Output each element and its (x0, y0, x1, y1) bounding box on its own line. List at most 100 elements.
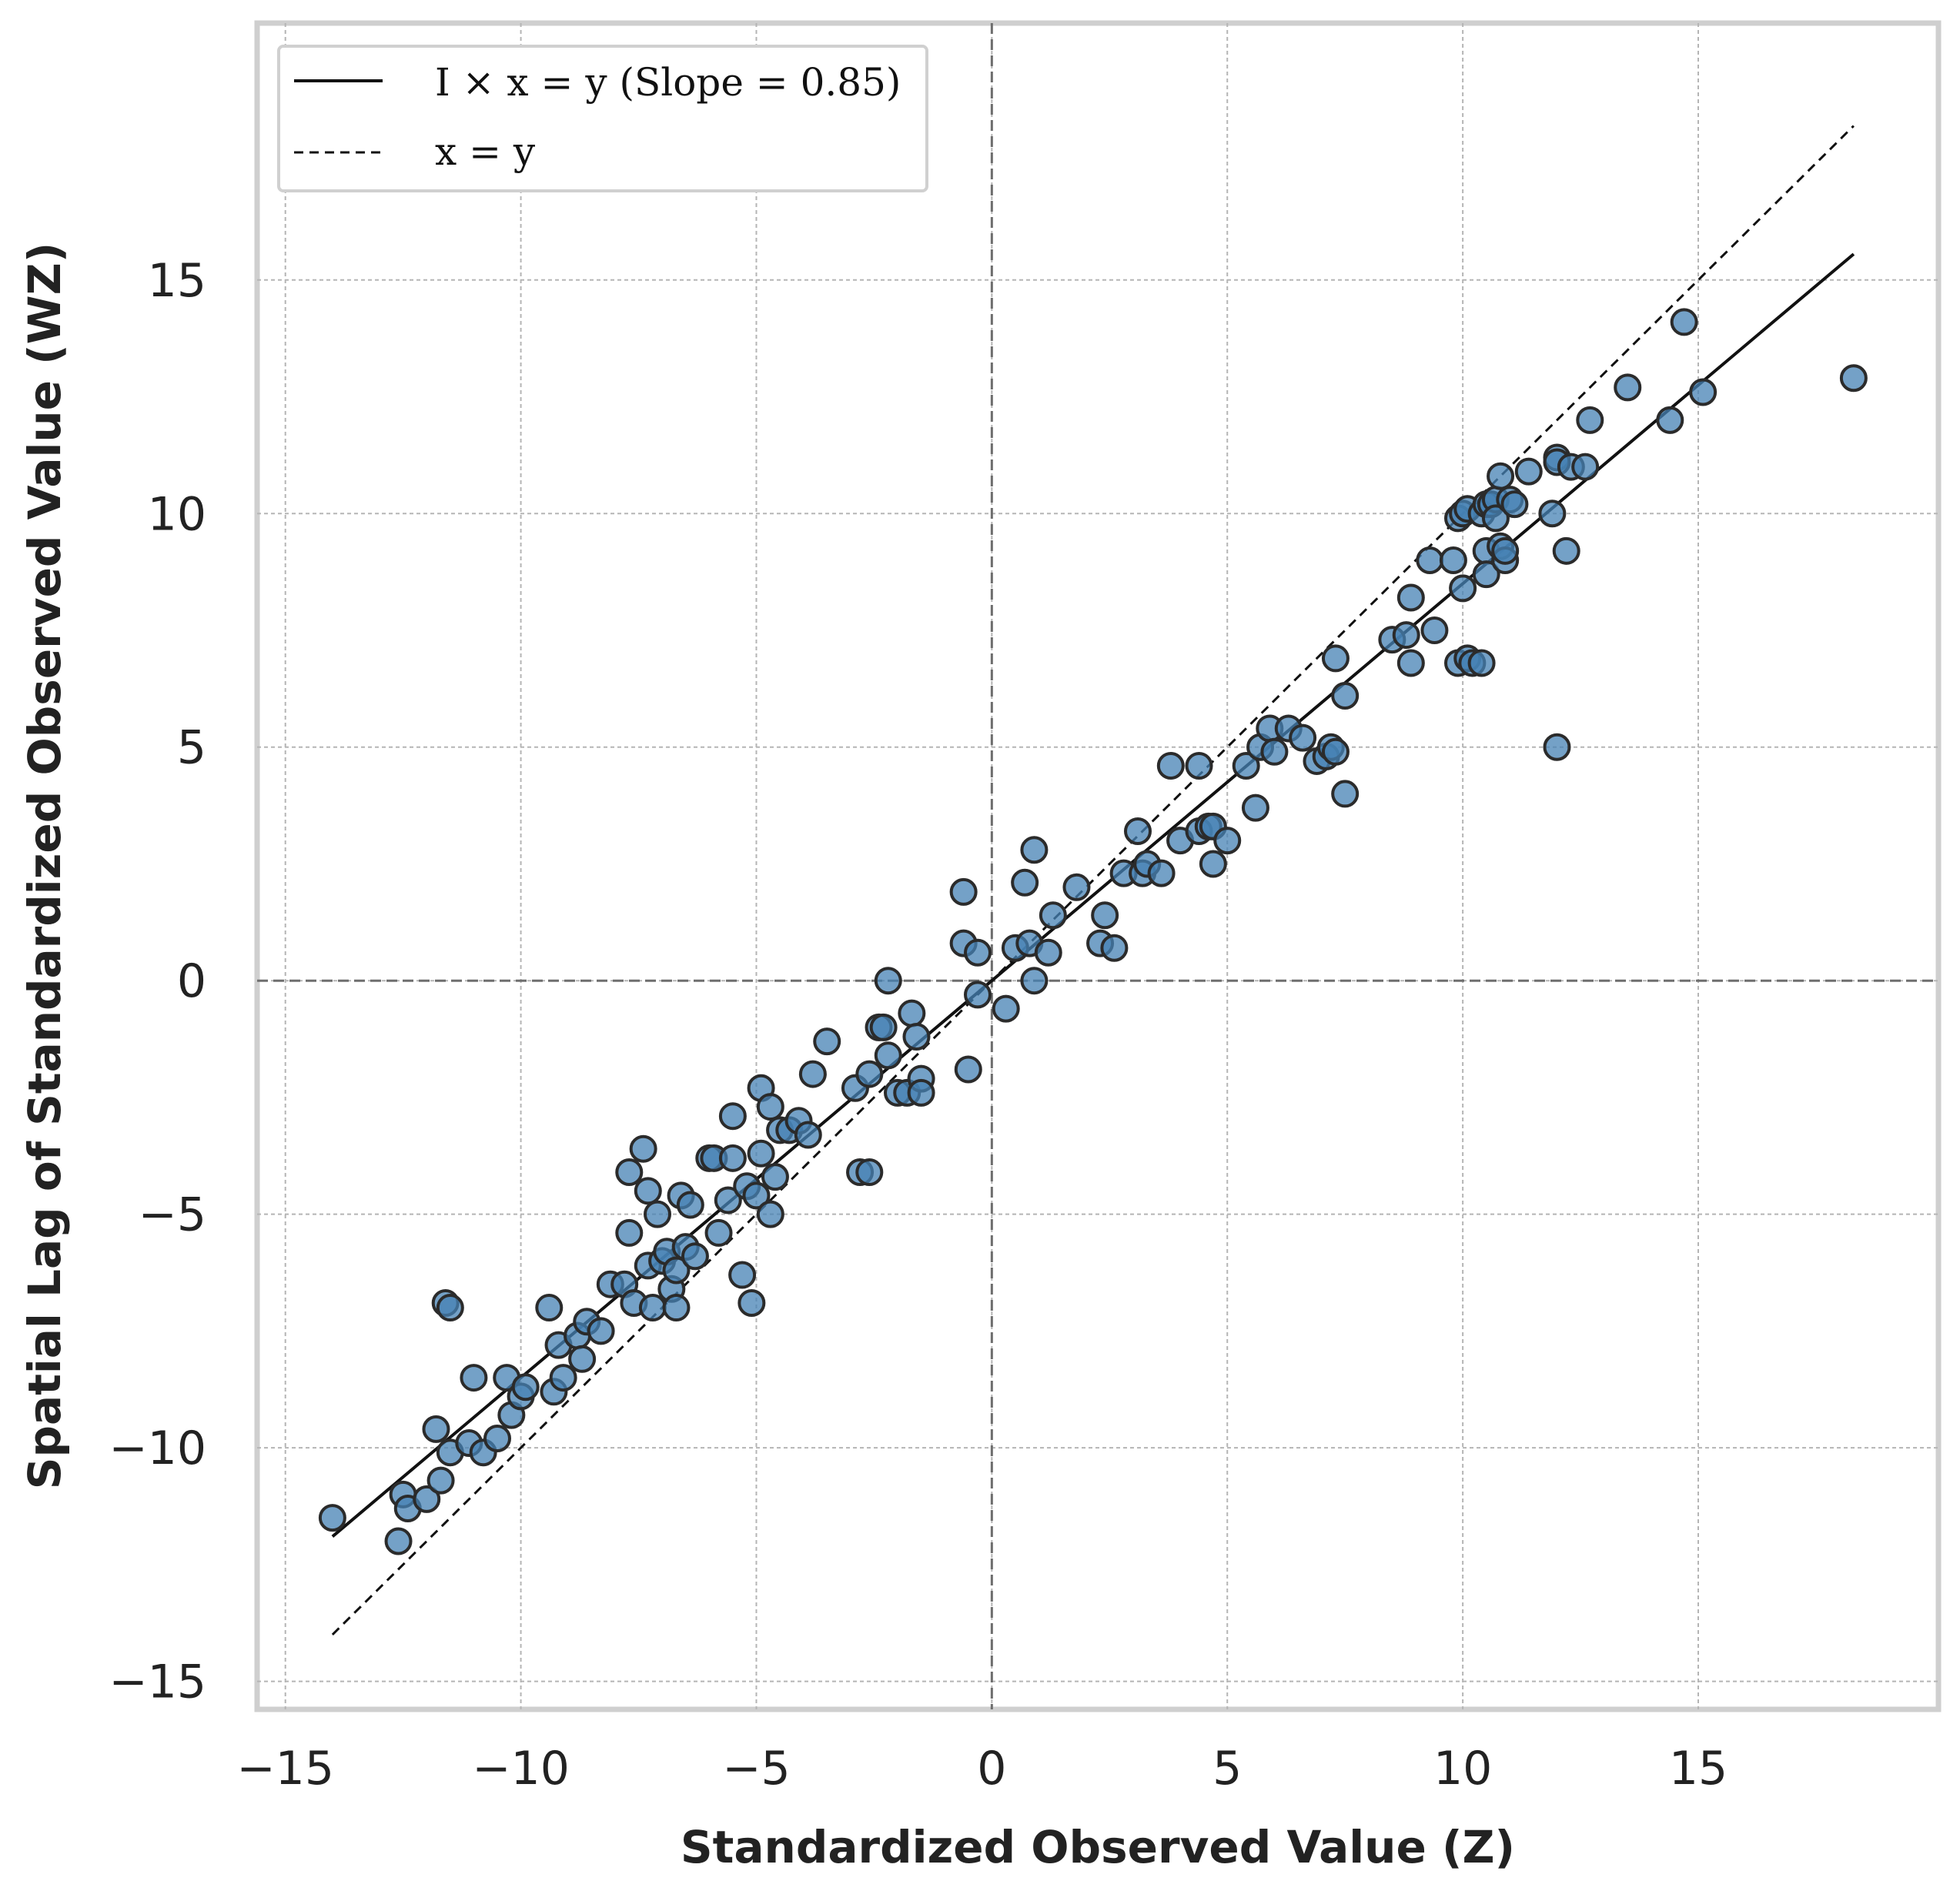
legend-box (277, 45, 928, 192)
data-point (1514, 457, 1543, 486)
data-point (587, 1317, 615, 1345)
data-point (1467, 649, 1496, 677)
data-point (1439, 546, 1467, 574)
data-point (1491, 536, 1520, 565)
data-point (1614, 373, 1642, 402)
y-tick-label: 15 (148, 254, 206, 308)
data-point (1062, 873, 1091, 901)
y-tick-label: −10 (109, 1422, 206, 1475)
data-point (742, 1181, 771, 1210)
data-point (1416, 546, 1444, 574)
data-point (1500, 490, 1529, 519)
data-point (638, 1294, 667, 1322)
data-point (413, 1485, 441, 1513)
y-tick-label: −15 (109, 1655, 206, 1709)
identity-line (331, 125, 1855, 1635)
data-point (1321, 737, 1350, 766)
data-point (1331, 780, 1360, 808)
x-tick-labels: −15 −10 −5 0 5 10 15 (236, 1742, 1728, 1796)
x-axis-title: Standardized Observed Value (Z) (681, 1821, 1515, 1873)
data-point (1232, 752, 1260, 780)
data-point (426, 1466, 455, 1495)
data-point (1576, 406, 1604, 434)
data-point (907, 1078, 935, 1107)
data-point (1552, 536, 1580, 565)
data-point (874, 967, 902, 995)
data-point (898, 999, 926, 1027)
data-point (1543, 733, 1571, 761)
data-point (747, 1139, 775, 1168)
data-point (1839, 364, 1868, 393)
x-tick-label: −15 (236, 1742, 334, 1796)
y-axis-title: Spatial Lag of Standardized Observed Val… (18, 242, 71, 1489)
data-point (422, 1415, 450, 1443)
y-tick-label: 0 (177, 954, 206, 1008)
data-point (1199, 850, 1227, 878)
data-point (634, 1177, 662, 1205)
data-point (718, 1102, 747, 1131)
data-point (681, 1242, 709, 1271)
y-tick-label: 10 (148, 487, 206, 541)
x-tick-label: 0 (977, 1742, 1006, 1796)
data-point (756, 1093, 784, 1121)
data-point (761, 1163, 789, 1191)
x-tick-label: −10 (472, 1742, 570, 1796)
data-point (549, 1364, 577, 1392)
data-point (662, 1294, 691, 1322)
x-tick-label: 10 (1433, 1742, 1492, 1796)
data-point (714, 1186, 742, 1214)
data-point (1449, 574, 1477, 603)
data-point (1020, 967, 1049, 995)
data-point (676, 1191, 704, 1219)
data-point (1020, 836, 1049, 864)
data-point (756, 1200, 784, 1228)
data-point (874, 1041, 902, 1070)
data-point (1538, 499, 1567, 528)
data-point (855, 1158, 884, 1187)
data-point (1481, 504, 1510, 533)
data-point (483, 1424, 511, 1452)
data-point (813, 1027, 841, 1056)
data-point (1147, 859, 1176, 887)
data-point (869, 1013, 898, 1041)
data-point (855, 1060, 884, 1088)
data-point (1185, 752, 1213, 780)
data-point (1396, 583, 1425, 612)
data-point (318, 1504, 346, 1532)
y-tick-label: 5 (177, 721, 206, 775)
y-tick-labels: −15 −10 −5 0 5 10 15 (109, 254, 206, 1709)
data-point (535, 1294, 564, 1322)
y-tick-label: −5 (139, 1188, 206, 1242)
data-point (511, 1373, 540, 1402)
x-tick-label: −5 (722, 1742, 790, 1796)
data-point (1656, 406, 1684, 434)
data-point (1321, 644, 1350, 673)
data-point (738, 1288, 766, 1317)
data-point (1100, 934, 1129, 962)
data-point (1156, 752, 1185, 780)
data-point (954, 1055, 982, 1084)
data-point (949, 877, 978, 906)
data-point (644, 1200, 671, 1228)
data-point (1689, 378, 1718, 406)
data-point (964, 981, 992, 1009)
data-point (615, 1218, 644, 1247)
data-point (1487, 462, 1515, 490)
data-point (794, 1121, 822, 1149)
data-point (1039, 901, 1067, 930)
data-point (436, 1294, 464, 1322)
data-point (384, 1527, 413, 1555)
data-point (662, 1256, 691, 1285)
data-point (718, 1144, 747, 1172)
data-points (318, 308, 1868, 1555)
data-point (992, 994, 1020, 1023)
data-point (798, 1060, 827, 1088)
data-point (704, 1218, 733, 1247)
data-point (1420, 616, 1449, 645)
legend-label-fit: I × x = y (Slope = 0.85) (435, 60, 901, 105)
legend-label-identity: x = y (435, 129, 536, 174)
data-point (1472, 560, 1500, 589)
legend: I × x = y (Slope = 0.85) x = y (277, 45, 928, 192)
reference-lines (257, 23, 1938, 1709)
